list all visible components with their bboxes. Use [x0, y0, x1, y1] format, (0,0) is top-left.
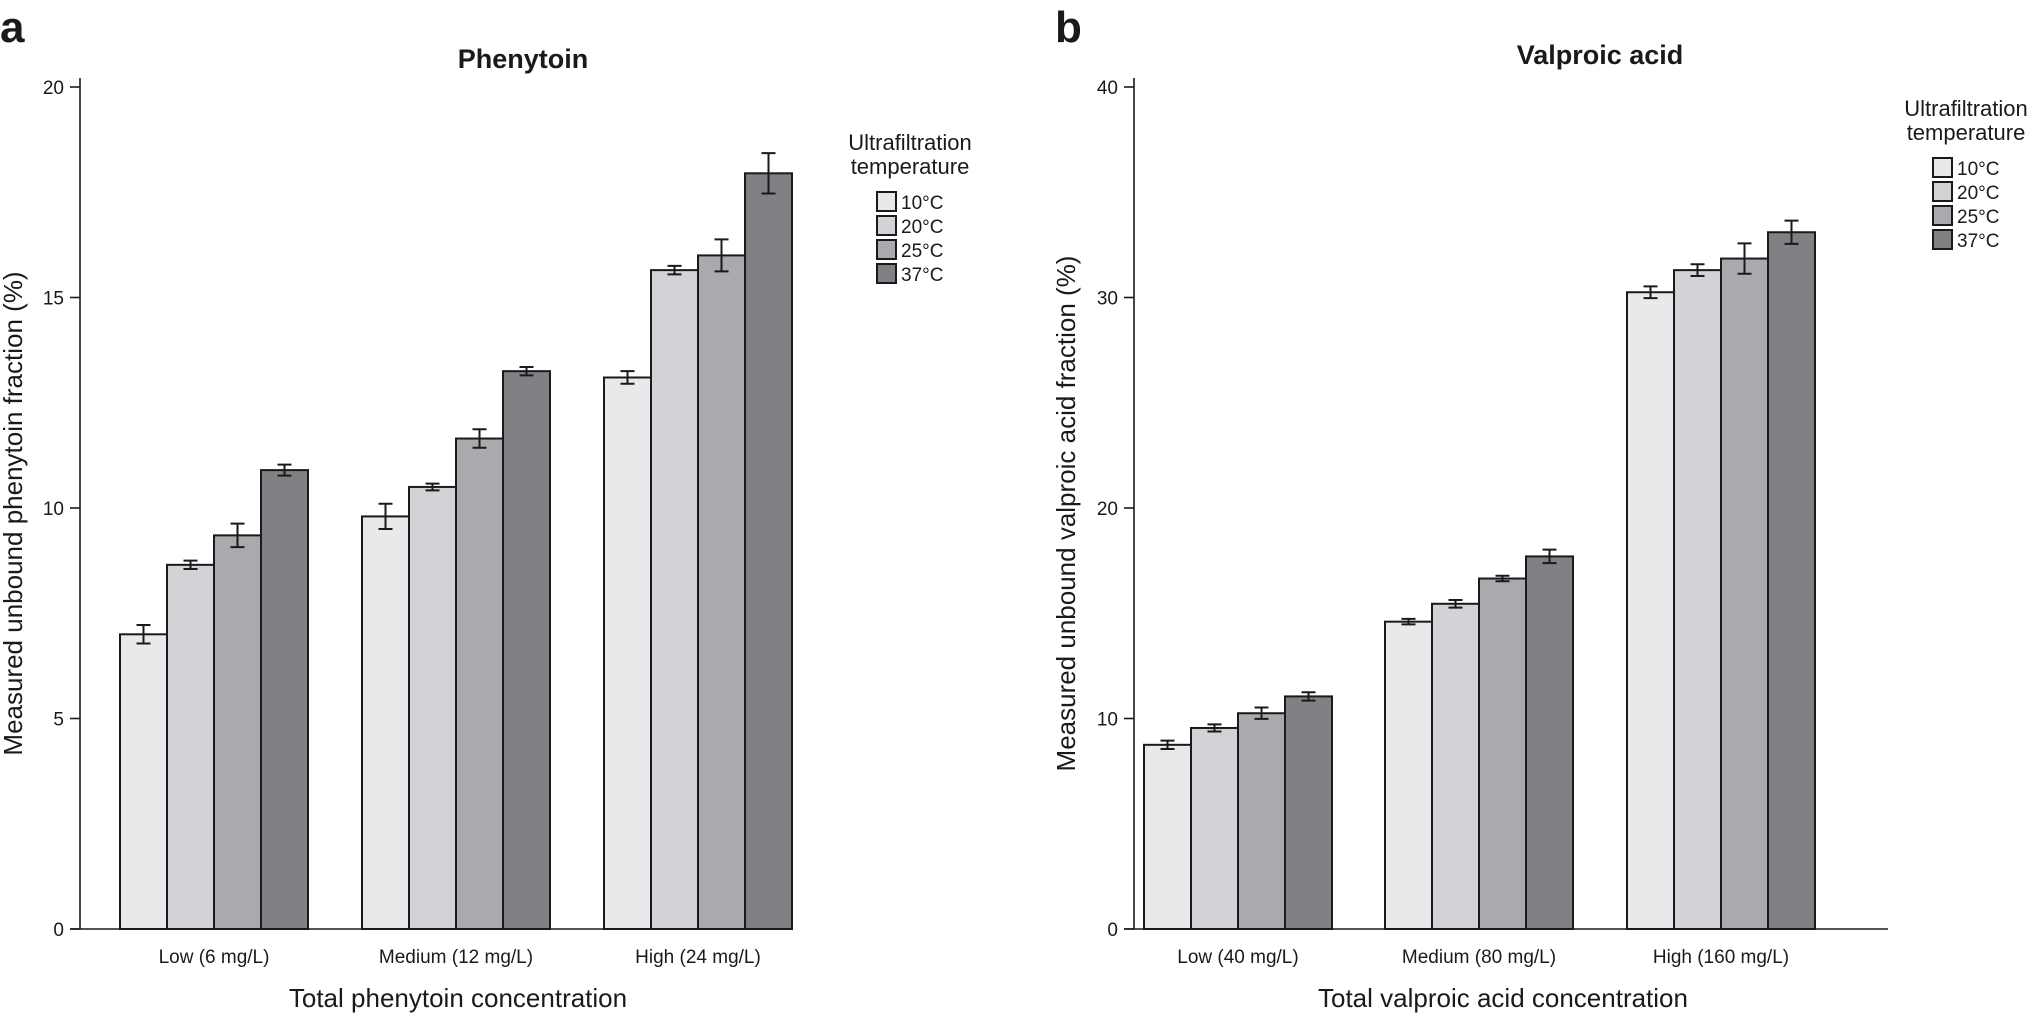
bar-b-1-0 [1384, 620, 1433, 930]
bar-a-1-3 [502, 370, 551, 930]
legend-title: Ultrafiltration [848, 130, 971, 155]
bar-a-2-2 [697, 254, 746, 930]
chart-panel-b: b Valproic acid 0 10 20 30 40 Measured unbound … [1051, 3, 2028, 1013]
y-tick-label: 0 [1107, 920, 1118, 941]
error-bar-a-0-2 [230, 522, 245, 549]
bar-b-2-0 [1626, 291, 1675, 930]
error-bar-a-2-2 [714, 238, 729, 273]
error-bar-a-2-0 [620, 370, 635, 385]
error-bar-b-1-2 [1495, 574, 1510, 583]
error-bar-a-1-3 [519, 365, 534, 377]
bar-a-0-3 [260, 469, 309, 930]
bar-b-2-1 [1673, 269, 1722, 930]
chart-title: Phenytoin [458, 44, 589, 74]
bar-a-2-1 [650, 269, 699, 930]
panel-letter: b [1055, 3, 1082, 52]
legend-swatch [876, 215, 897, 236]
legend-label: 25°C [901, 241, 943, 262]
legend-label: 37°C [1957, 231, 1999, 252]
error-bar-a-2-3 [761, 152, 776, 195]
y-tick-label: 0 [53, 920, 64, 941]
category-label: Medium (80 mg/L) [1402, 947, 1556, 968]
error-bar-a-1-2 [472, 428, 487, 449]
legend-label: 37°C [901, 265, 943, 286]
legend-title: Ultrafiltration [1904, 96, 2027, 121]
bar-a-2-0 [603, 376, 652, 930]
legend-swatch [876, 239, 897, 260]
legend-swatch [1932, 181, 1953, 202]
bar-b-2-2 [1720, 257, 1769, 930]
bar-b-1-2 [1478, 577, 1527, 931]
error-bar-b-2-3 [1784, 219, 1799, 245]
error-bar-a-1-1 [425, 482, 440, 492]
category-label: High (160 mg/L) [1653, 947, 1789, 968]
y-tick-label: 15 [43, 289, 64, 310]
error-bar-a-1-0 [378, 502, 393, 531]
y-tick-label: 30 [1097, 289, 1118, 310]
legend-title: temperature [851, 154, 970, 179]
legend-swatch [1932, 229, 1953, 250]
y-axis-label: Measured unbound valproic acid fraction … [1051, 256, 1081, 772]
error-bar-b-0-3 [1301, 691, 1316, 702]
legend-swatch [1932, 157, 1953, 178]
bar-a-0-0 [119, 633, 168, 930]
bar-b-2-3 [1767, 231, 1816, 930]
legend-swatch [876, 263, 897, 284]
chart-panel-a: a Phenytoin 0 5 10 15 20 Measured unbound pheny… [0, 3, 972, 1013]
legend-swatch [1932, 205, 1953, 226]
error-bar-b-1-3 [1542, 548, 1557, 565]
error-bar-b-2-0 [1643, 285, 1658, 300]
x-axis-label: Total phenytoin concentration [289, 983, 627, 1013]
bar-a-0-2 [213, 534, 262, 930]
error-bar-b-1-0 [1401, 617, 1416, 626]
y-tick-label: 10 [1097, 710, 1118, 731]
y-tick-label: 40 [1097, 78, 1118, 99]
bar-a-2-3 [744, 172, 793, 930]
error-bar-a-0-1 [183, 559, 198, 571]
y-axis-label: Measured unbound phenytoin fraction (%) [0, 271, 28, 755]
bar-b-0-0 [1143, 743, 1192, 930]
error-bar-b-2-1 [1690, 263, 1705, 278]
panel-letter: a [0, 3, 25, 52]
y-tick-label: 20 [1097, 499, 1118, 520]
legend-title: temperature [1907, 120, 2026, 145]
legend-label: 20°C [901, 217, 943, 238]
y-tick-label: 20 [43, 78, 64, 99]
legend-label: 10°C [1957, 159, 1999, 180]
category-label: Low (6 mg/L) [159, 947, 270, 968]
error-bar-b-2-2 [1737, 242, 1752, 275]
error-bar-b-0-2 [1254, 706, 1269, 720]
y-tick-label: 10 [43, 499, 64, 520]
category-label: Medium (12 mg/L) [379, 947, 533, 968]
bar-a-1-2 [455, 437, 504, 930]
legend-label: 10°C [901, 193, 943, 214]
bar-a-1-1 [408, 485, 457, 930]
error-bar-a-2-1 [667, 264, 682, 276]
error-bar-b-0-1 [1207, 723, 1222, 733]
bar-b-0-1 [1190, 726, 1239, 930]
category-label: High (24 mg/L) [635, 947, 761, 968]
x-axis-label: Total valproic acid concentration [1318, 983, 1688, 1013]
bar-b-1-1 [1431, 602, 1480, 931]
error-bar-b-1-1 [1448, 598, 1463, 609]
y-tick-label: 5 [53, 710, 64, 731]
bar-b-1-3 [1525, 555, 1574, 930]
bar-b-0-3 [1284, 695, 1333, 931]
error-bar-a-0-3 [277, 463, 292, 477]
category-label: Low (40 mg/L) [1177, 947, 1298, 968]
legend-label: 20°C [1957, 183, 1999, 204]
error-bar-a-0-0 [136, 624, 151, 645]
bar-b-0-2 [1237, 712, 1286, 930]
legend-swatch [876, 191, 897, 212]
legend-label: 25°C [1957, 207, 1999, 228]
bar-a-1-0 [361, 515, 410, 930]
error-bar-b-0-0 [1160, 739, 1175, 751]
chart-title: Valproic acid [1517, 40, 1684, 70]
bar-a-0-1 [166, 563, 215, 931]
